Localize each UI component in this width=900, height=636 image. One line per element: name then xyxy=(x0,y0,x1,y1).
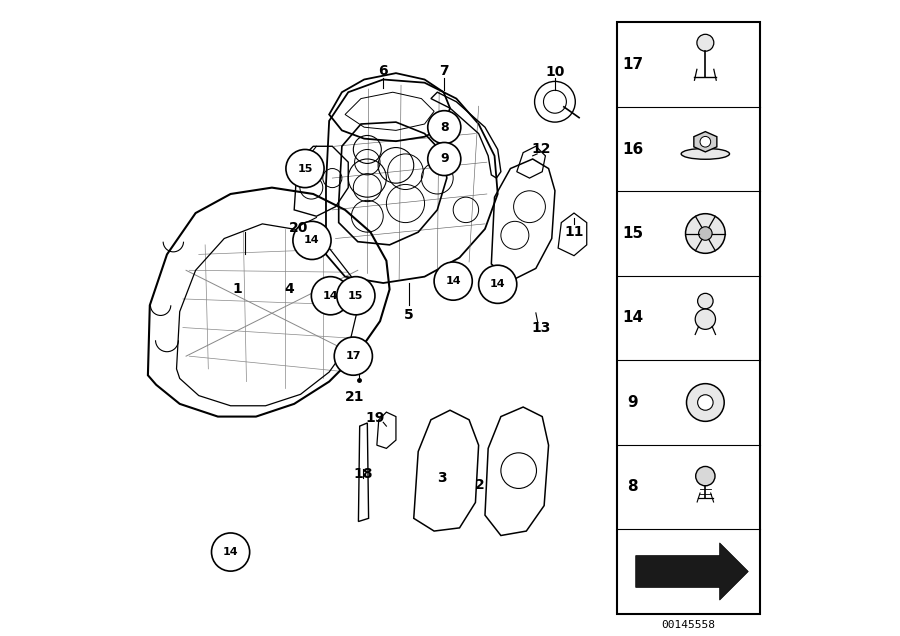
Circle shape xyxy=(337,277,375,315)
Circle shape xyxy=(700,137,711,147)
Circle shape xyxy=(695,309,716,329)
Text: 5: 5 xyxy=(404,308,413,322)
Circle shape xyxy=(428,142,461,176)
Circle shape xyxy=(698,293,713,309)
Ellipse shape xyxy=(681,148,730,159)
Text: 14: 14 xyxy=(622,310,644,326)
Text: 15: 15 xyxy=(622,226,644,241)
Text: 11: 11 xyxy=(564,225,584,238)
Text: 17: 17 xyxy=(622,57,644,72)
Text: 17: 17 xyxy=(346,351,361,361)
Text: 14: 14 xyxy=(322,291,338,301)
Text: 00145558: 00145558 xyxy=(662,619,716,630)
Circle shape xyxy=(686,214,725,253)
FancyBboxPatch shape xyxy=(616,22,760,614)
Text: 8: 8 xyxy=(440,121,448,134)
Circle shape xyxy=(696,466,715,486)
Circle shape xyxy=(479,265,517,303)
Text: 3: 3 xyxy=(437,471,447,485)
Text: 1: 1 xyxy=(232,282,242,296)
Circle shape xyxy=(698,395,713,410)
Circle shape xyxy=(434,262,473,300)
Circle shape xyxy=(698,227,712,240)
Text: 21: 21 xyxy=(345,390,364,404)
Circle shape xyxy=(428,111,461,144)
Polygon shape xyxy=(635,543,748,600)
Text: 14: 14 xyxy=(446,276,461,286)
Text: 18: 18 xyxy=(353,467,373,481)
Text: 8: 8 xyxy=(627,480,638,495)
Text: 19: 19 xyxy=(366,411,385,425)
Text: 9: 9 xyxy=(440,153,448,165)
Circle shape xyxy=(292,221,331,259)
Text: 15: 15 xyxy=(297,163,312,174)
Text: 12: 12 xyxy=(531,142,551,156)
Text: 4: 4 xyxy=(284,282,294,296)
Circle shape xyxy=(212,533,249,571)
Text: 7: 7 xyxy=(439,64,448,78)
Text: 6: 6 xyxy=(378,64,388,78)
Circle shape xyxy=(697,34,714,52)
Text: 15: 15 xyxy=(348,291,364,301)
Text: 14: 14 xyxy=(223,547,238,557)
Circle shape xyxy=(334,337,373,375)
Text: 20: 20 xyxy=(289,221,309,235)
Text: 2: 2 xyxy=(474,478,484,492)
Text: 14: 14 xyxy=(304,235,320,245)
Polygon shape xyxy=(623,536,757,607)
Circle shape xyxy=(687,384,725,421)
Polygon shape xyxy=(694,132,717,152)
Text: 13: 13 xyxy=(531,321,551,335)
Text: 16: 16 xyxy=(622,141,644,156)
Circle shape xyxy=(311,277,349,315)
Text: 14: 14 xyxy=(490,279,506,289)
Text: 10: 10 xyxy=(545,65,564,79)
Text: 9: 9 xyxy=(627,395,638,410)
Circle shape xyxy=(286,149,324,188)
